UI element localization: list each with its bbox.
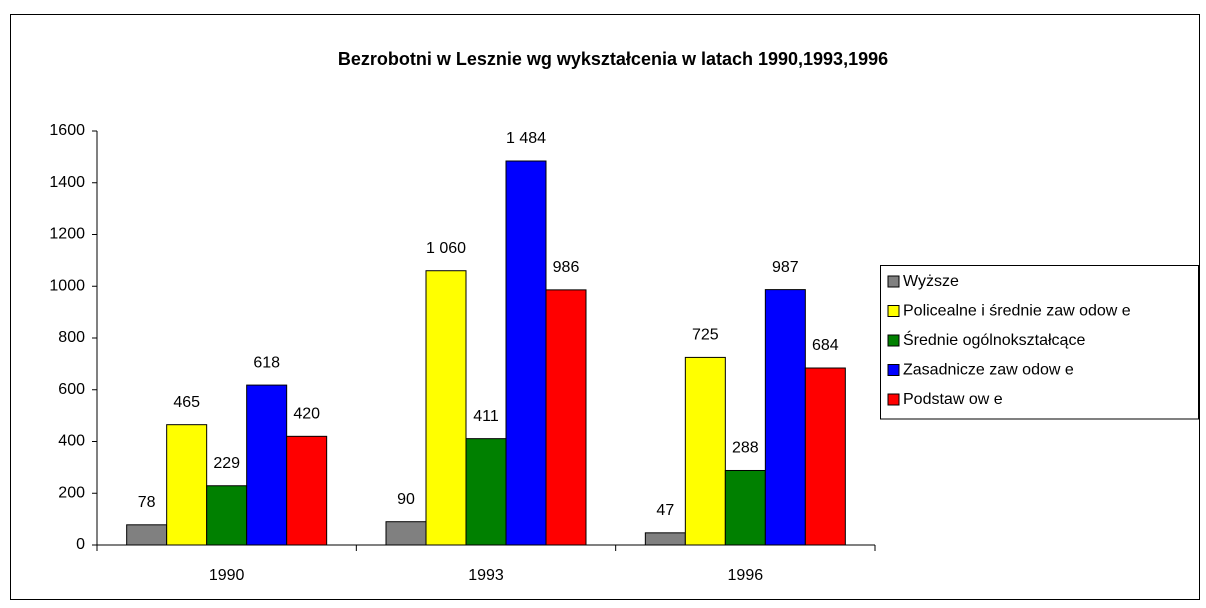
chart-title: Bezrobotni w Lesznie wg wykształcenia w … <box>338 49 888 69</box>
legend-label: Średnie ogólnokształcące <box>903 330 1085 349</box>
data-label: 78 <box>138 494 156 511</box>
bar <box>166 424 208 546</box>
data-label: 90 <box>397 491 415 508</box>
bar <box>465 438 507 546</box>
data-label: 986 <box>553 259 580 276</box>
x-tick-label: 1996 <box>728 567 764 584</box>
data-label: 465 <box>173 394 200 411</box>
data-label: 1 060 <box>426 240 466 257</box>
legend-label: Wyższe <box>903 273 959 290</box>
y-tick-label: 1600 <box>49 122 85 139</box>
legend-label: Zasadnicze zaw odow e <box>903 362 1074 379</box>
data-label: 288 <box>732 440 759 457</box>
legend-label: Policealne i średnie zaw odow e <box>903 303 1131 320</box>
bar <box>724 469 766 546</box>
bar <box>385 521 427 546</box>
bar <box>684 356 726 546</box>
bar <box>425 270 467 546</box>
legend-label: Podstaw ow e <box>903 391 1003 408</box>
legend-box <box>880 265 1199 420</box>
bar <box>206 485 248 546</box>
x-tick-label: 1990 <box>209 567 245 584</box>
bar <box>126 524 168 546</box>
y-tick-label: 1200 <box>49 226 85 243</box>
data-label: 987 <box>772 259 799 276</box>
y-tick-label: 0 <box>76 536 85 553</box>
y-tick-label: 600 <box>58 381 85 398</box>
legend-swatch <box>887 334 900 347</box>
data-label: 47 <box>656 502 674 519</box>
y-tick-label: 1000 <box>49 277 85 294</box>
bar <box>644 532 686 546</box>
legend-swatch <box>887 305 900 317</box>
legend-swatch <box>887 393 900 406</box>
data-label: 229 <box>213 455 240 472</box>
y-tick-label: 200 <box>58 484 85 501</box>
data-label: 618 <box>253 354 280 371</box>
data-label: 411 <box>473 408 499 425</box>
bar <box>545 289 587 546</box>
x-tick-label: 1993 <box>468 567 504 584</box>
bar <box>286 435 328 546</box>
data-label: 420 <box>293 406 320 423</box>
y-tick-label: 800 <box>58 329 85 346</box>
legend-swatch <box>887 275 900 288</box>
bar <box>505 160 547 546</box>
data-label: 1 484 <box>506 130 546 147</box>
y-tick-label: 400 <box>58 433 85 450</box>
bar <box>804 367 846 546</box>
data-label: 684 <box>812 337 839 354</box>
bar <box>764 289 806 546</box>
legend-swatch <box>887 364 900 376</box>
bar <box>246 384 288 546</box>
y-tick-label: 1400 <box>49 174 85 191</box>
data-label: 725 <box>692 327 719 344</box>
